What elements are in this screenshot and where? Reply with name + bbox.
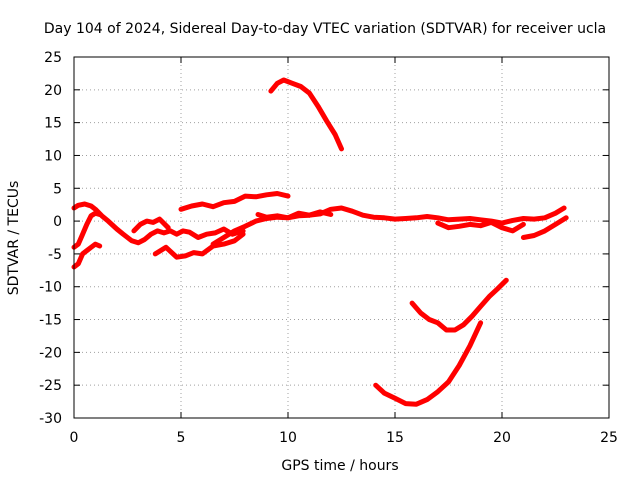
chart-title: Day 104 of 2024, Sidereal Day-to-day VTE…: [44, 21, 606, 37]
y-tick-label: 0: [53, 214, 62, 230]
y-tick-label: 15: [44, 116, 62, 132]
x-tick-label: 5: [177, 430, 186, 446]
series-line-arc-5: [152, 231, 246, 260]
x-axis-title: GPS time / hours: [281, 458, 398, 474]
series-line-arc-13: [373, 320, 484, 407]
series-line-arc-3: [71, 241, 103, 270]
series-line-arc-1: [71, 201, 246, 246]
y-tick-label: -10: [39, 280, 62, 296]
x-tick-label: 10: [279, 430, 297, 446]
data-series: [71, 77, 569, 407]
series-line-arc-6: [178, 191, 291, 212]
y-tick-label: 25: [44, 50, 62, 66]
series-line-arc-4: [131, 216, 171, 234]
y-tick-label: 10: [44, 148, 62, 164]
series-line-arc-11: [520, 215, 569, 240]
x-tick-label: 0: [70, 430, 79, 446]
axis-ticks: 0 5 10 15 20 25 -30 -25 -20 -15 -10 -5 0 5 10 15 20 25: [39, 50, 618, 446]
series-line-arc-12: [409, 277, 509, 333]
y-axis-title: SDTVAR / TECUs: [6, 181, 22, 296]
x-tick-label: 25: [600, 430, 618, 446]
y-tick-label: -25: [39, 378, 62, 394]
y-tick-label: -5: [48, 247, 62, 263]
grid-lines: [74, 57, 609, 418]
y-tick-label: 5: [53, 181, 62, 197]
y-tick-label: -30: [39, 411, 62, 427]
series-line-arc-8: [255, 209, 334, 221]
series-line-arc-10: [435, 219, 526, 234]
y-tick-label: -15: [39, 313, 62, 329]
x-tick-label: 15: [386, 430, 404, 446]
plot-frame: [73, 56, 610, 419]
y-tick-label: -20: [39, 345, 62, 361]
series-line-arc-9: [268, 77, 344, 152]
series-line-arc-2: [71, 210, 103, 250]
x-tick-label: 20: [493, 430, 511, 446]
y-tick-label: 20: [44, 83, 62, 99]
